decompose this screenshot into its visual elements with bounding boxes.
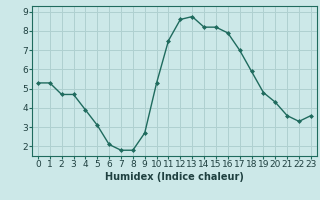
- X-axis label: Humidex (Indice chaleur): Humidex (Indice chaleur): [105, 172, 244, 182]
